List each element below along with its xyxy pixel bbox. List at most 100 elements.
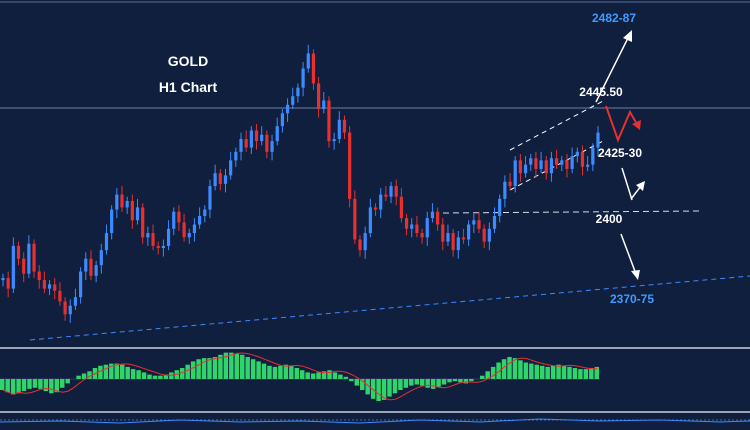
candle-body — [42, 280, 46, 289]
macd-bar — [141, 372, 147, 379]
macd-bar — [180, 368, 185, 379]
candle-body — [79, 271, 83, 298]
macd-bar — [447, 379, 452, 383]
candle-body — [436, 211, 440, 225]
candle-body — [399, 196, 403, 219]
macd-bar — [76, 375, 81, 379]
macd-bar — [436, 379, 441, 387]
candle-body — [110, 209, 114, 234]
macd-bar — [305, 372, 310, 379]
macd-bar — [381, 379, 387, 400]
candle-body — [373, 207, 378, 210]
candle-body — [254, 130, 259, 142]
candle-body — [353, 198, 357, 240]
candle-body — [441, 224, 445, 242]
macd-bar — [316, 372, 321, 379]
macd-bar — [218, 354, 223, 379]
macd-bar — [212, 357, 218, 379]
candle-body — [120, 194, 124, 208]
macd-bar — [349, 379, 354, 382]
macd-bar — [409, 379, 414, 386]
candle-body — [270, 141, 274, 152]
macd-bar — [27, 379, 32, 389]
candle-body — [223, 175, 228, 184]
macd-bar — [289, 365, 294, 379]
candle-body — [404, 218, 409, 229]
support-trendline — [29, 275, 750, 341]
candle-body — [311, 53, 316, 84]
candle-body — [94, 265, 98, 276]
candle-body — [84, 258, 88, 272]
candle-body — [1, 277, 5, 281]
macd-bar — [240, 354, 245, 379]
macd-bar — [392, 379, 398, 394]
macd-bar — [109, 363, 114, 379]
macd-bar — [245, 357, 250, 379]
candle-body — [198, 215, 202, 225]
oscillator-panel — [0, 418, 750, 424]
candle-body — [560, 160, 564, 165]
downside-arrow-to-2400 — [621, 167, 633, 201]
candle-body — [461, 237, 466, 240]
candle-body — [368, 207, 372, 234]
candle-body — [410, 224, 414, 229]
candle-body — [544, 160, 548, 174]
macd-bar — [16, 379, 21, 394]
candle-body — [280, 113, 284, 127]
candle-body — [249, 130, 253, 148]
macd-bar — [223, 352, 229, 379]
candle-body — [565, 160, 569, 169]
macd-bar — [272, 366, 278, 379]
macd-bar — [229, 352, 234, 379]
macd-bar — [310, 373, 316, 379]
candle-body — [32, 243, 36, 272]
macd-bar — [261, 363, 267, 379]
macd-signal-line — [2, 352, 598, 401]
candle-body — [337, 119, 341, 139]
macd-bar — [300, 370, 305, 379]
macd-bar — [147, 374, 152, 379]
candle-body — [430, 211, 435, 219]
macd-bar — [125, 366, 130, 379]
candle-body — [244, 139, 248, 148]
macd-bar — [485, 371, 490, 379]
candle-body — [73, 297, 78, 306]
macd-bar — [529, 363, 534, 379]
macd-bar — [283, 364, 289, 379]
candle-body — [586, 164, 590, 167]
macd-bar — [420, 379, 425, 386]
candle-body — [27, 243, 31, 274]
candle-body — [146, 233, 150, 238]
macd-bar — [103, 364, 109, 379]
candle-body — [384, 194, 388, 197]
candle-body — [513, 160, 517, 187]
macd-bar — [425, 379, 430, 388]
macd-bar — [578, 369, 583, 379]
candle-body — [166, 228, 171, 246]
candle-body — [11, 245, 15, 289]
candle-body — [135, 207, 140, 221]
macd-bar — [65, 379, 70, 384]
macd-bar — [43, 379, 49, 392]
candle-body — [141, 207, 145, 238]
macd-bar — [583, 369, 589, 379]
candle-body — [580, 151, 585, 167]
level-label-2482-87: 2482-87 — [592, 11, 636, 25]
macd-bar — [98, 365, 103, 379]
macd-histogram — [0, 352, 599, 401]
macd-bar — [540, 365, 545, 379]
macd-bar — [545, 366, 550, 379]
candle-body — [192, 224, 197, 234]
candle-body — [172, 211, 176, 229]
macd-bar — [87, 371, 92, 379]
candle-body — [348, 132, 352, 199]
candle-body — [492, 215, 497, 229]
macd-bar — [594, 366, 599, 379]
candle-body — [22, 258, 26, 274]
macd-bar — [507, 357, 512, 379]
candle-body — [420, 233, 424, 238]
macd-bar — [343, 376, 349, 379]
macd-bar — [496, 362, 501, 379]
candle-body — [523, 164, 528, 174]
candle-body — [498, 198, 502, 216]
